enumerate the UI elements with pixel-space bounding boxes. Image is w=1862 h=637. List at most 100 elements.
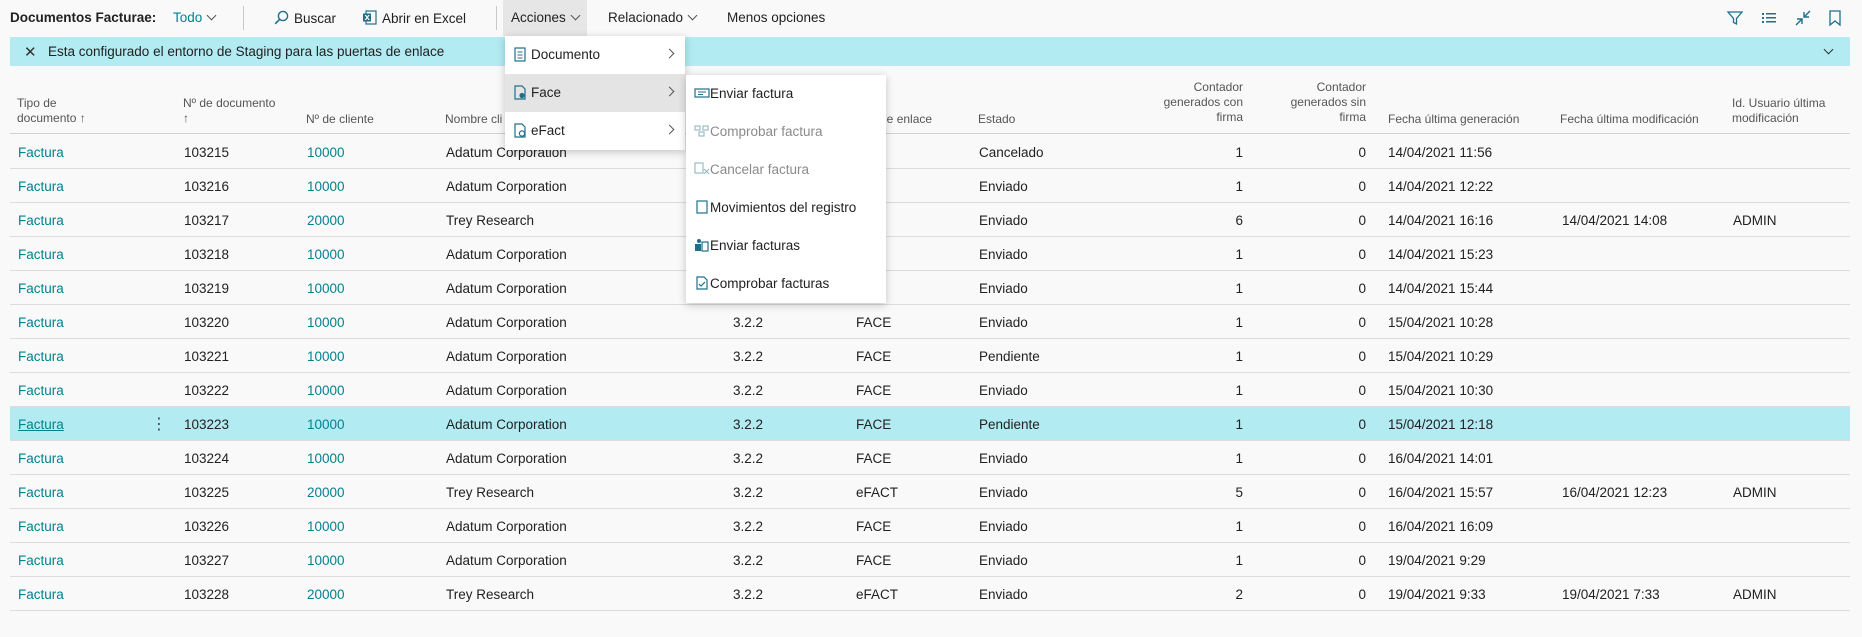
table-row[interactable]: Factura 103223 10000 Adatum Corporation 3.2.… [10, 407, 1850, 441]
table-row[interactable]: Factura 103227 10000 Adatum Corporation 3.2.… [10, 543, 1850, 577]
list-view-icon[interactable] [1760, 9, 1778, 30]
actions-menu-button[interactable]: Acciones [503, 0, 587, 36]
table-row[interactable]: Factura 103228 20000 Trey Research 3.2.2 eFAC… [10, 577, 1850, 611]
table-row[interactable]: Factura 103224 10000 Adatum Corporation 3.2.… [10, 441, 1850, 475]
cell-estado: Pendiente [979, 349, 1040, 364]
cell-tipo[interactable]: Factura [18, 519, 64, 534]
fewer-options-button[interactable]: Menos opciones [727, 10, 826, 25]
column-header-num-documento[interactable]: Nº de documento ↑ [183, 96, 276, 125]
cell-tipo[interactable]: Factura [18, 349, 64, 364]
cell-cliente[interactable]: 10000 [307, 553, 345, 568]
bookmark-icon[interactable] [1827, 9, 1843, 30]
menu-item-face[interactable]: Face [505, 74, 685, 112]
cell-cliente[interactable]: 10000 [307, 451, 345, 466]
table-row[interactable]: Factura 103221 10000 Adatum Corporation 3.2.… [10, 339, 1850, 373]
cell-con-firma: 1 [1235, 383, 1243, 398]
cell-tipo[interactable]: Factura [18, 451, 64, 466]
column-header-cliente[interactable]: Nº de cliente [306, 112, 374, 126]
table-row[interactable]: Factura 103225 20000 Trey Research 3.2.2 eFAC… [10, 475, 1850, 509]
chevron-down-icon [687, 10, 698, 21]
face-gateway-icon [514, 85, 526, 100]
table-row[interactable]: Factura 103215 10000 Adatum Corporation Canc… [10, 135, 1850, 169]
document-icon [514, 47, 526, 62]
table-row[interactable]: Factura 103216 10000 Adatum Corporation Envi… [10, 169, 1850, 203]
table-row[interactable]: Factura 103226 10000 Adatum Corporation 3.2.… [10, 509, 1850, 543]
column-header-con-firma[interactable]: Contador generados con firma [1163, 80, 1243, 124]
related-menu-button[interactable]: Relacionado [608, 10, 698, 25]
row-actions-icon[interactable]: ⋮ [151, 416, 167, 433]
cell-tipo[interactable]: Factura [18, 247, 64, 262]
cell-tipo[interactable]: Factura [18, 315, 64, 330]
table-row[interactable]: Factura 103219 10000 Adatum Corporation Envi… [10, 271, 1850, 305]
cell-tipo[interactable]: Factura [18, 179, 64, 194]
view-filter-dropdown[interactable]: Todo [173, 10, 217, 25]
close-icon[interactable]: ✕ [24, 44, 37, 61]
cell-tipo[interactable]: Factura [18, 145, 64, 160]
column-header-tipo[interactable]: Tipo de documento ↑ [17, 96, 86, 125]
menu-item-documento[interactable]: Documento [505, 36, 685, 74]
cell-sin-firma: 0 [1358, 247, 1366, 262]
cell-nombre: Adatum Corporation [446, 179, 567, 194]
cell-fecha-generacion: 14/04/2021 15:44 [1388, 281, 1494, 296]
menu-item-enviar-facturas[interactable]: Enviar facturas [686, 227, 886, 265]
cell-fecha-generacion: 14/04/2021 11:56 [1388, 145, 1493, 160]
search-icon [274, 10, 289, 25]
column-header-usuario[interactable]: Id. Usuario última modificación [1732, 96, 1826, 125]
filter-icon[interactable] [1726, 9, 1744, 30]
cell-con-firma: 1 [1235, 315, 1243, 330]
cell-tipo[interactable]: Factura [18, 553, 64, 568]
cell-cliente[interactable]: 10000 [307, 519, 345, 534]
cell-nombre: Adatum Corporation [446, 349, 567, 364]
cell-tipo[interactable]: Factura [18, 281, 64, 296]
cell-cliente[interactable]: 10000 [307, 315, 345, 330]
cell-fecha-generacion: 15/04/2021 10:30 [1388, 383, 1494, 398]
cell-cliente[interactable]: 20000 [307, 587, 345, 602]
column-header-nombre[interactable]: Nombre cli [445, 112, 503, 126]
cell-cliente[interactable]: 10000 [307, 383, 345, 398]
table-row[interactable]: Factura 103220 10000 Adatum Corporation 3.2.… [10, 305, 1850, 339]
collapse-icon[interactable] [1794, 9, 1812, 30]
cell-num-documento: 103215 [184, 145, 230, 160]
check-invoices-icon [696, 276, 708, 290]
cell-tipo[interactable]: Factura [18, 485, 64, 500]
search-button[interactable]: Buscar [274, 10, 336, 26]
cell-puerta-enlace: eFACT [856, 485, 899, 500]
cell-tipo[interactable]: Factura [18, 587, 64, 602]
open-in-excel-button[interactable]: X Abrir en Excel [362, 10, 466, 26]
menu-item-enviar-factura[interactable]: Enviar factura [686, 75, 886, 113]
cell-cliente[interactable]: 10000 [307, 145, 345, 160]
cell-tipo[interactable]: Factura [18, 383, 64, 398]
cell-cliente[interactable]: 10000 [307, 349, 345, 364]
menu-item-comprobar-facturas[interactable]: Comprobar facturas [686, 265, 886, 303]
cell-con-firma: 1 [1235, 145, 1243, 160]
menu-item-cancelar-factura[interactable]: Cancelar factura [686, 151, 886, 189]
cell-fecha-generacion: 16/04/2021 14:01 [1388, 451, 1494, 466]
cell-cliente[interactable]: 10000 [307, 417, 345, 432]
menu-item-efact[interactable]: eFact [505, 112, 685, 150]
table-row[interactable]: Factura 103222 10000 Adatum Corporation 3.2.… [10, 373, 1850, 407]
expand-banner-icon[interactable] [1819, 44, 1834, 59]
cell-sin-firma: 0 [1358, 519, 1366, 534]
cell-estado: Enviado [979, 315, 1028, 330]
cell-cliente[interactable]: 20000 [307, 485, 345, 500]
cell-num-documento: 103225 [184, 485, 230, 500]
column-header-fecha-generacion[interactable]: Fecha última generación [1388, 112, 1520, 126]
column-header-fecha-modificacion[interactable]: Fecha última modificación [1560, 112, 1699, 126]
menu-item-comprobar-factura[interactable]: Comprobar factura [686, 113, 886, 151]
cell-tipo[interactable]: Factura [18, 213, 64, 228]
table-row[interactable]: Factura 103218 10000 Adatum Corporation Envi… [10, 237, 1850, 271]
column-header-estado[interactable]: Estado [978, 112, 1016, 126]
menu-item-movimientos-registro[interactable]: Movimientos del registro [686, 189, 886, 227]
cell-cliente[interactable]: 10000 [307, 179, 345, 194]
staging-notification-banner: ✕ Esta configurado el entorno de Staging… [10, 37, 1850, 66]
cell-cliente[interactable]: 20000 [307, 213, 345, 228]
cell-cliente[interactable]: 10000 [307, 281, 345, 296]
cell-cliente[interactable]: 10000 [307, 247, 345, 262]
cell-estado: Enviado [979, 281, 1028, 296]
cell-num-documento: 103222 [184, 383, 230, 398]
cell-tipo[interactable]: Factura [18, 417, 64, 432]
column-header-sin-firma[interactable]: Contador generados sin firma [1290, 80, 1366, 124]
cell-num-documento: 103220 [184, 315, 230, 330]
cell-estado: Enviado [979, 451, 1028, 466]
